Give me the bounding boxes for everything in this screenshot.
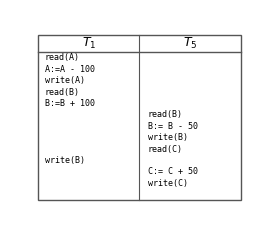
Text: read(B): read(B) [45,87,79,97]
Text: $T_1$: $T_1$ [82,36,96,51]
Text: write(A): write(A) [45,76,85,85]
Text: B:=B + 100: B:=B + 100 [45,99,95,108]
Text: $T_5$: $T_5$ [183,36,197,51]
Text: read(B): read(B) [148,110,183,119]
Text: write(C): write(C) [148,179,188,188]
Text: B:= B - 50: B:= B - 50 [148,122,198,131]
Text: write(B): write(B) [45,156,85,165]
Text: read(C): read(C) [148,144,183,153]
Text: write(B): write(B) [148,133,188,142]
Text: read(A): read(A) [45,53,79,62]
Text: A:=A - 100: A:=A - 100 [45,65,95,74]
Text: C:= C + 50: C:= C + 50 [148,167,198,176]
